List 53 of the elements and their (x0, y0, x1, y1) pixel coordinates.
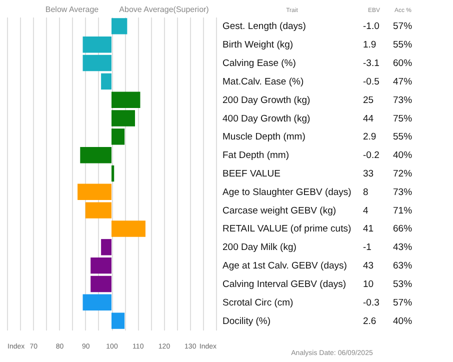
y-tick-label: 400 Day Growth (kg) (222, 113, 310, 124)
text: -1.0 (363, 21, 380, 32)
text: 4 (363, 205, 368, 216)
y-tick-label: BEEF VALUE (222, 168, 280, 180)
text: 73% (393, 186, 413, 198)
text: Below Average (45, 5, 100, 14)
text: -0.3 (363, 297, 380, 308)
text: 66% (393, 224, 413, 235)
text: 2.9 (363, 132, 376, 143)
text: 44 (363, 113, 374, 124)
text: 41 (363, 224, 374, 235)
text: 47% (393, 76, 413, 88)
text: Above Average(Superior) (119, 5, 210, 14)
y-tick-label: Calving Ease (%) (222, 58, 296, 70)
text: 40% (393, 316, 413, 327)
text: 55% (393, 40, 413, 51)
y-tick-label: Birth Weight (kg) (222, 40, 294, 51)
text: -1 (363, 242, 372, 254)
y-tick-label: Gest. Length (days) (222, 21, 306, 32)
y-tick-label: Muscle Depth (mm) (222, 132, 306, 143)
text: 8 (363, 186, 368, 198)
y-tick-label: Age to Slaughter GEBV (days) (222, 186, 352, 198)
text: 53% (393, 278, 413, 290)
text: -3.1 (363, 58, 380, 70)
y-tick-label: Calving Interval GEBV (days) (222, 278, 346, 290)
text: 1.9 (363, 40, 376, 51)
text: 40% (393, 150, 413, 162)
text: 25 (363, 94, 374, 106)
text: 55% (393, 132, 413, 143)
text: 43% (393, 242, 413, 254)
y-tick-label: 200 Day Milk (kg) (222, 242, 296, 254)
y-tick-label: Mat.Calv. Ease (%) (222, 76, 304, 88)
text: 43 (363, 260, 374, 272)
text: 57% (393, 297, 413, 308)
text: 10 (363, 278, 374, 290)
y-tick-label: Scrotal Circ (cm) (222, 297, 294, 308)
text: 2.6 (363, 316, 376, 327)
y-tick-label: 200 Day Growth (kg) (222, 94, 310, 106)
text: 72% (393, 168, 413, 180)
y-tick-label: Fat Depth (mm) (222, 150, 290, 162)
text: 75% (393, 113, 413, 124)
y-tick-label: Carcase weight GEBV (kg) (222, 205, 336, 216)
text: 33 (363, 168, 374, 180)
text: -0.5 (363, 76, 380, 88)
text: 71% (393, 205, 413, 216)
y-tick-label: Age at 1st Calv. GEBV (days) (222, 260, 347, 272)
text: 63% (393, 260, 413, 272)
y-tick-label: RETAIL VALUE (of prime cuts) (222, 224, 352, 235)
text: 73% (393, 94, 413, 106)
y-tick-label: Docility (%) (222, 316, 271, 327)
text: 57% (393, 21, 413, 32)
text: -0.2 (363, 150, 380, 162)
text: 60% (393, 58, 413, 70)
